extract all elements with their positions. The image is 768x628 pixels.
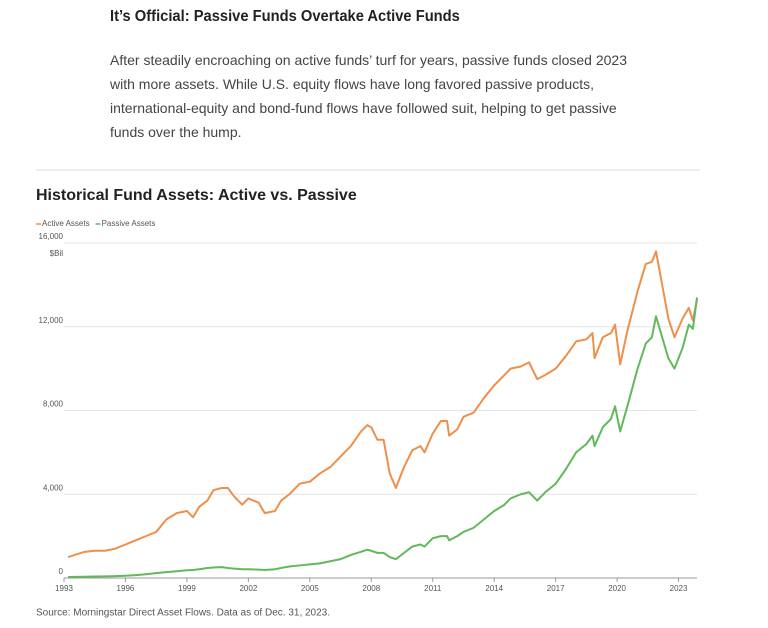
- series-line: [67, 250, 698, 559]
- x-tick-label: 1996: [117, 584, 135, 593]
- x-tick-label: 2017: [547, 584, 565, 593]
- x-tick-label: 2008: [362, 584, 380, 593]
- y-unit: $Bil: [50, 249, 64, 258]
- series-line: [68, 297, 698, 578]
- y-tick-label: 16,000: [39, 232, 64, 241]
- y-tick-label: 4,000: [43, 483, 64, 492]
- x-tick-label: 2011: [424, 584, 442, 593]
- headline: It’s Official: Passive Funds Overtake Ac…: [110, 8, 460, 25]
- x-tick-label: 2002: [239, 584, 257, 593]
- legend-label: Passive Assets: [102, 219, 156, 228]
- chart-title: Historical Fund Assets: Active vs. Passi…: [36, 187, 357, 204]
- body-text: After steadily encroaching on active fun…: [110, 52, 627, 140]
- x-tick-label: 2005: [301, 584, 319, 593]
- x-tick-label: 1993: [55, 584, 73, 593]
- x-tick-label: 1999: [178, 584, 196, 593]
- source: Source: Morningstar Direct Asset Flows. …: [36, 608, 330, 619]
- y-tick-label: 0: [59, 567, 64, 576]
- x-tick-label: 2014: [485, 584, 503, 593]
- y-tick-label: 8,000: [43, 400, 64, 409]
- y-tick-label: 12,000: [39, 316, 64, 325]
- x-tick-label: 2023: [670, 584, 688, 593]
- legend-label: Active Assets: [42, 219, 90, 228]
- x-tick-label: 2020: [608, 584, 626, 593]
